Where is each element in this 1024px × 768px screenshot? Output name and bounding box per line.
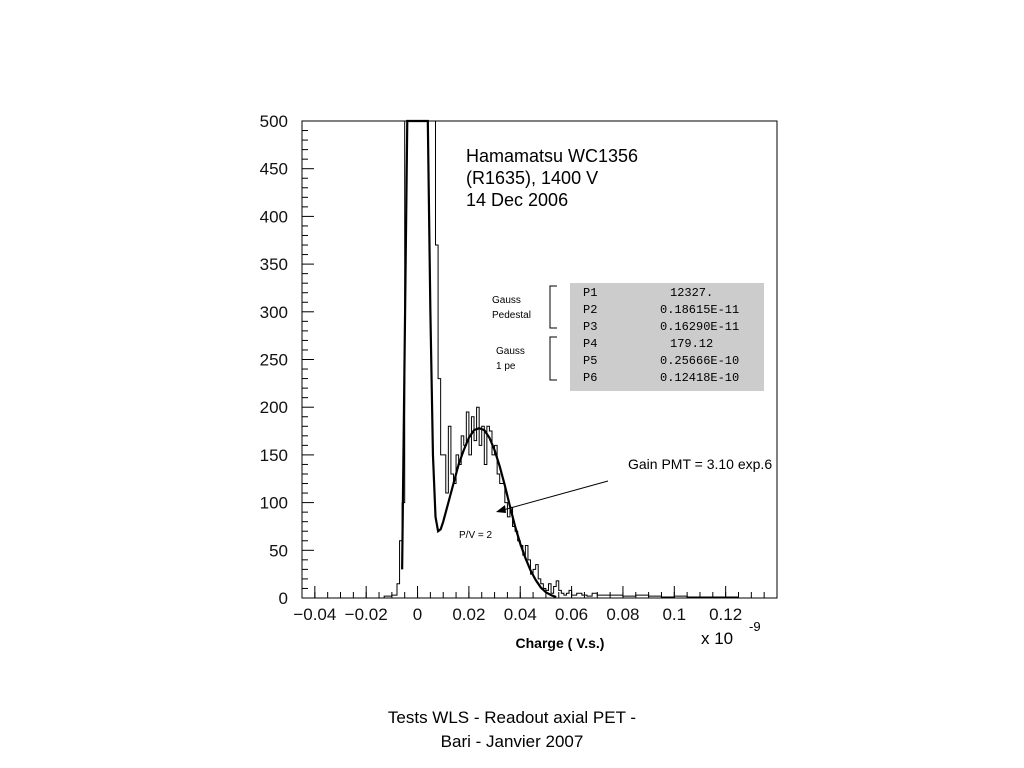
y-tick-label: 150 (260, 446, 288, 465)
pedestal-label-1: Gauss (492, 295, 521, 306)
y-tick-label: 100 (260, 494, 288, 513)
x-tick-label: 0.04 (504, 605, 537, 624)
x-tick-label: 0.12 (709, 605, 742, 624)
series-layer (383, 119, 765, 599)
title-line-3: 14 Dec 2006 (466, 190, 568, 210)
x-tick-label: 0.08 (606, 605, 639, 624)
param-name: P4 (583, 337, 597, 351)
x-tick-label: −0.02 (345, 605, 388, 624)
y-tick-label: 500 (260, 112, 288, 131)
param-value: 12327. (670, 286, 713, 300)
y-tick-label: 300 (260, 303, 288, 322)
title-line-2: (R1635), 1400 V (466, 168, 598, 188)
x-tick-label: −0.04 (293, 605, 336, 624)
y-tick-label: 450 (260, 160, 288, 179)
footer-line-1: Tests WLS - Readout axial PET - (387, 708, 637, 727)
x-axis: −0.04 −0.02 0 0.02 0.04 0.06 0.08 0.1 0.12 (293, 586, 765, 624)
y-tick-label: 350 (260, 255, 288, 274)
histogram-series (383, 120, 765, 599)
x-tick-label: 0.06 (555, 605, 588, 624)
x-multiplier: x 10 (701, 629, 733, 648)
param-value: 0.25666E-10 (660, 354, 739, 368)
x-axis-label: Charge ( V.s.) (516, 635, 605, 651)
gain-arrow-line (502, 480, 609, 511)
one-pe-bracket (549, 336, 557, 381)
y-tick-label: 0 (279, 589, 288, 608)
x-multiplier-exponent: -9 (749, 619, 761, 634)
param-value: 0.16290E-11 (660, 320, 739, 334)
param-value: 179.12 (670, 337, 713, 351)
footer-line-2: Bari - Janvier 2007 (440, 732, 584, 751)
param-name: P2 (583, 303, 597, 317)
y-tick-label: 50 (269, 541, 288, 560)
one-pe-label-2: 1 pe (496, 361, 516, 372)
footer-caption: Tests WLS - Readout axial PET - Bari - J… (0, 706, 1024, 754)
pedestal-bracket (549, 285, 557, 329)
param-name: P1 (583, 286, 597, 300)
param-value: 0.12418E-10 (660, 371, 739, 385)
x-tick-label: 0.1 (662, 605, 686, 624)
x-tick-label: 0.02 (452, 605, 485, 624)
y-tick-label: 200 (260, 398, 288, 417)
one-pe-label-1: Gauss (496, 346, 525, 357)
pedestal-label-2: Pedestal (492, 310, 531, 321)
y-axis: 0 50 100 150 200 250 300 350 400 450 500 (260, 112, 314, 608)
param-name: P3 (583, 320, 597, 334)
param-value: 0.18615E-11 (660, 303, 739, 317)
fit-curve (401, 119, 557, 599)
gain-arrow-head (496, 505, 506, 513)
pv-label: P/V = 2 (459, 530, 493, 541)
param-name: P6 (583, 371, 597, 385)
x-tick-label: 0 (413, 605, 422, 624)
y-tick-label: 250 (260, 351, 288, 370)
title-line-1: Hamamatsu WC1356 (466, 146, 638, 166)
param-name: P5 (583, 354, 597, 368)
gain-label: Gain PMT = 3.10 exp.6 (628, 456, 772, 472)
param-box (570, 283, 764, 391)
y-tick-label: 400 (260, 207, 288, 226)
